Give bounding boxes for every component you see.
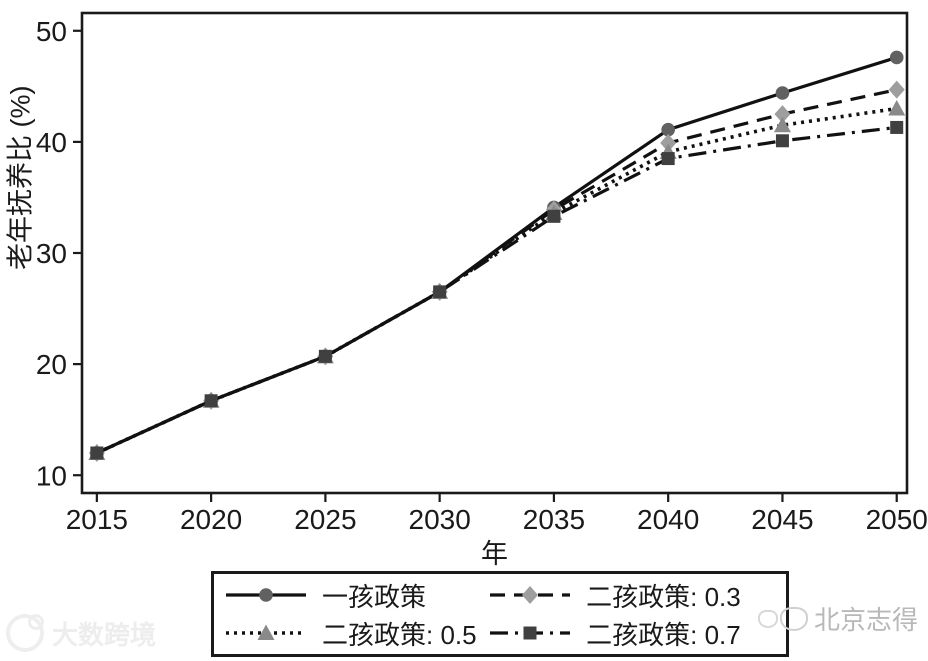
watermark-text: 北京志得 bbox=[814, 605, 919, 635]
x-tick-label: 2025 bbox=[294, 504, 356, 535]
marker-square bbox=[547, 209, 561, 223]
legend: 一孩政策 二孩政策: 0.3 二孩政策: 0.5 二孩政策: 0.7 bbox=[211, 571, 789, 657]
mascot-face-icon bbox=[780, 606, 808, 631]
marker-diamond bbox=[774, 105, 791, 124]
marker-square bbox=[890, 120, 904, 134]
marker-square bbox=[523, 626, 537, 640]
marker-circle bbox=[259, 588, 273, 602]
legend-item-one-child: 一孩政策 bbox=[224, 577, 488, 614]
series-line-3 bbox=[96, 125, 897, 455]
y-tick-label: 20 bbox=[36, 349, 67, 380]
marker-circle bbox=[889, 50, 904, 65]
legend-item-two-child-03: 二孩政策: 0.3 bbox=[488, 577, 786, 614]
marker-diamond bbox=[888, 80, 905, 99]
x-tick-label: 2050 bbox=[866, 504, 928, 535]
watermark-beijingzhide: 北京志得 bbox=[758, 600, 918, 637]
series-二孩政策: 0.7 bbox=[90, 120, 904, 460]
x-tick-label: 2035 bbox=[523, 504, 585, 535]
marker-square bbox=[433, 285, 447, 299]
mascot-face-icon bbox=[758, 609, 778, 628]
marker-triangle bbox=[773, 116, 791, 133]
marker-triangle bbox=[888, 100, 906, 116]
marker-square bbox=[204, 394, 218, 408]
legend-swatch-dotted-triangle-icon bbox=[226, 624, 306, 640]
marker-diamond bbox=[660, 134, 677, 152]
y-tick-label: 40 bbox=[36, 127, 67, 158]
x-tick-label: 2030 bbox=[409, 504, 471, 535]
y-axis-title-text: 老年抚养比 (%) bbox=[5, 85, 36, 271]
x-tick-label: 2020 bbox=[180, 504, 242, 535]
marker-square bbox=[318, 349, 332, 363]
marker-square bbox=[90, 446, 104, 460]
legend-swatch-solid-circle-icon bbox=[226, 588, 306, 602]
marker-diamond bbox=[522, 586, 539, 604]
x-tick-label: 2045 bbox=[751, 504, 813, 535]
marker-square bbox=[661, 152, 675, 166]
legend-item-two-child-07: 二孩政策: 0.7 bbox=[488, 615, 786, 652]
marker-triangle bbox=[257, 624, 275, 640]
y-tick-label: 10 bbox=[36, 460, 67, 491]
legend-swatch-dashdot-square-icon bbox=[490, 626, 571, 640]
legend-label: 二孩政策: 0.5 bbox=[322, 619, 477, 650]
watermark-dashukuajing: 大数跨境 bbox=[6, 614, 156, 652]
x-axis-title: 年 bbox=[481, 539, 508, 569]
marker-square bbox=[775, 134, 789, 148]
marker-circle bbox=[775, 86, 790, 100]
legend-label: 二孩政策: 0.3 bbox=[586, 581, 741, 612]
y-tick-label: 30 bbox=[36, 238, 67, 269]
x-tick-label: 2015 bbox=[66, 504, 128, 535]
legend-swatch-dashed-diamond-icon bbox=[490, 586, 571, 604]
marker-circle bbox=[661, 122, 675, 137]
legend-item-two-child-05: 二孩政策: 0.5 bbox=[224, 615, 488, 652]
legend-label: 二孩政策: 0.7 bbox=[586, 619, 741, 650]
watermark-logo-icon bbox=[6, 614, 44, 652]
watermark-text: 大数跨境 bbox=[52, 619, 157, 650]
x-tick-label: 2040 bbox=[637, 504, 699, 535]
y-axis-title: 老年抚养比 (%) bbox=[0, 86, 38, 271]
legend-label: 一孩政策 bbox=[322, 581, 427, 612]
y-tick-label: 50 bbox=[36, 16, 67, 47]
